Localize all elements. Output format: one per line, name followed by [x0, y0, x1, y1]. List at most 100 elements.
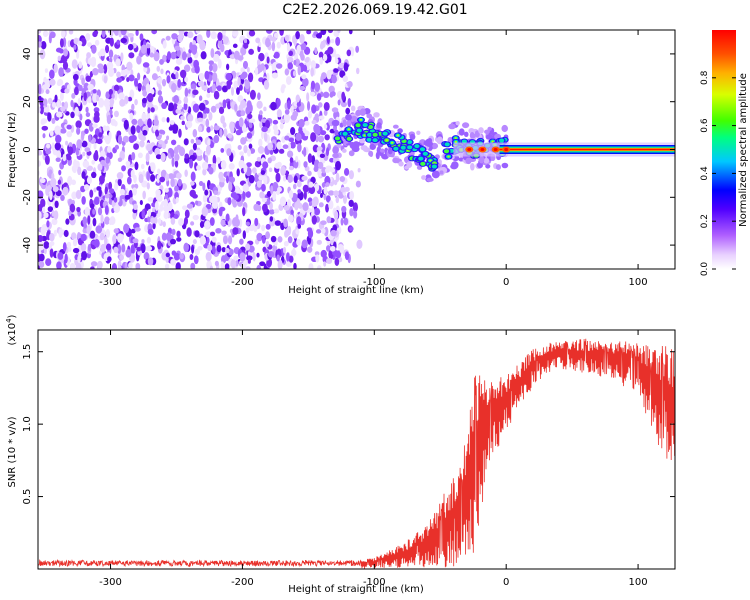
- spectrogram-noise-mark: [67, 175, 73, 186]
- spectrogram-noise-mark: [258, 138, 263, 147]
- spectrogram-noise-mark: [296, 180, 302, 188]
- spectrogram-noise-mark: [194, 230, 200, 238]
- spectrogram-noise-mark: [209, 265, 213, 269]
- spectrogram-noise-mark: [164, 139, 168, 145]
- spectrogram-noise-mark: [38, 234, 44, 243]
- spectrogram-noise-mark: [73, 159, 78, 169]
- spectrogram-noise-mark: [161, 116, 166, 123]
- spectrogram-noise-mark: [142, 62, 150, 68]
- spectrogram-noise-mark: [49, 190, 53, 201]
- spectrogram-noise-mark: [236, 168, 240, 177]
- colorbar-tick-label-2: 0.4: [700, 166, 710, 181]
- spectrogram-noise-mark: [125, 187, 129, 197]
- spectrogram-noise-mark: [105, 243, 112, 251]
- spectrogram-noise-mark: [269, 201, 273, 210]
- spectrogram-noise-mark: [257, 204, 262, 212]
- spectrogram-signal-core: [372, 138, 378, 143]
- spectrogram-noise-mark: [323, 261, 327, 267]
- spectrogram-noise-mark: [205, 118, 210, 128]
- spectrogram-noise-mark: [319, 192, 323, 199]
- spectrogram-noise-mark: [293, 175, 298, 184]
- spectrogram-noise-mark: [318, 115, 325, 120]
- spectrogram-noise-mark: [135, 262, 141, 269]
- spectrogram-noise-mark: [186, 227, 192, 237]
- spectrogram-noise-mark: [95, 225, 103, 234]
- spectrogram-noise-mark: [175, 57, 183, 65]
- spectrogram-noise-mark: [346, 49, 352, 57]
- spectrogram-signal-core: [407, 145, 413, 150]
- spectrogram-noise-mark: [174, 185, 179, 192]
- spectrogram-noise-mark: [78, 61, 83, 69]
- spectrogram-noise-mark: [303, 146, 307, 157]
- spectrogram-noise-mark: [294, 202, 299, 211]
- spectrogram-noise-mark: [243, 144, 248, 154]
- spectrogram-noise-mark: [152, 222, 156, 230]
- spectrogram-noise-mark: [139, 139, 145, 148]
- spectrogram-noise-mark: [96, 94, 100, 102]
- spectrogram-noise-mark: [66, 241, 72, 249]
- spectrogram-noise-mark: [237, 76, 241, 86]
- spectrogram-noise-mark: [240, 99, 247, 109]
- spectrogram-noise-mark: [211, 236, 217, 243]
- spectrogram-noise-mark: [130, 244, 135, 255]
- spectrogram-noise-mark: [216, 85, 222, 92]
- spectrogram-noise-mark: [331, 107, 339, 113]
- spectrogram-noise-mark: [87, 96, 92, 104]
- spectrogram-noise-mark: [236, 87, 240, 95]
- spectrogram-noise-mark: [84, 128, 89, 134]
- spectrogram-halo-mark: [350, 115, 358, 123]
- spectrogram-noise-mark: [280, 165, 287, 176]
- spectrogram-noise-mark: [161, 102, 167, 110]
- spectrogram-noise-mark: [276, 141, 282, 150]
- spectrogram-noise-mark: [71, 59, 78, 69]
- spectrogram-noise-mark: [206, 93, 211, 99]
- spectrogram-noise-mark: [93, 142, 97, 150]
- spectrogram-halo-mark: [331, 119, 340, 127]
- spectrogram-noise-mark: [125, 161, 131, 166]
- spectrogram-noise-mark: [245, 221, 250, 226]
- spectrogram-noise-mark: [322, 39, 326, 48]
- spectrogram-noise-mark: [293, 59, 297, 66]
- spectrogram-noise-mark: [201, 161, 209, 170]
- spectrogram-noise-mark: [276, 98, 281, 107]
- spectrogram-noise-mark: [242, 60, 249, 70]
- spectrogram-noise-mark: [277, 186, 282, 193]
- spectrogram-noise-mark: [104, 205, 109, 216]
- spectrogram-noise-mark: [155, 129, 160, 137]
- spectrogram-noise-mark: [246, 149, 252, 157]
- spectrogram-noise-mark: [109, 37, 114, 47]
- spectrogram-halo-mark: [355, 109, 361, 116]
- spectrogram-noise-mark: [342, 194, 347, 204]
- snr-series-group: [38, 338, 675, 569]
- spectrogram-noise-mark: [306, 92, 310, 102]
- spectrogram-noise-mark: [90, 266, 95, 269]
- spectrogram-signal-core: [444, 142, 450, 147]
- spectrogram-noise-mark: [105, 125, 110, 132]
- spectrogram-noise-mark: [40, 120, 46, 125]
- spectrogram-noise-mark: [146, 236, 151, 244]
- colorbar-tick-label-4: 0.8: [700, 70, 710, 85]
- spectrogram-noise-mark: [307, 170, 312, 177]
- spectrogram-noise-mark: [218, 106, 225, 115]
- spectrogram-noise-mark: [104, 235, 108, 246]
- spectrogram-noise-mark: [277, 259, 283, 269]
- snr-x-tick-label-0: -300: [99, 577, 122, 588]
- spectrogram-noise-mark: [304, 58, 310, 63]
- spectrogram-noise-mark: [114, 144, 120, 150]
- colorbar-tick-label-3: 0.6: [700, 118, 710, 133]
- spectrogram-noise-mark: [175, 71, 179, 80]
- spectrogram-noise-mark: [302, 184, 309, 193]
- spectrogram-noise-mark: [81, 250, 88, 261]
- spectrogram-noise-mark: [337, 30, 341, 34]
- spectrogram-noise-mark: [134, 98, 138, 106]
- spectrogram-noise-mark: [244, 79, 251, 90]
- spectrogram-noise-mark: [177, 178, 182, 187]
- spectrogram-noise-mark: [254, 217, 259, 227]
- spectrogram-noise-mark: [85, 106, 89, 113]
- spectrogram-noise-mark: [327, 30, 334, 34]
- spectrogram-noise-mark: [196, 165, 201, 171]
- spectrogram-noise-mark: [90, 56, 97, 65]
- spectrogram-hot-core-2: [493, 148, 498, 151]
- spectrogram-noise-mark: [62, 186, 69, 196]
- spectrogram-noise-mark: [162, 40, 167, 49]
